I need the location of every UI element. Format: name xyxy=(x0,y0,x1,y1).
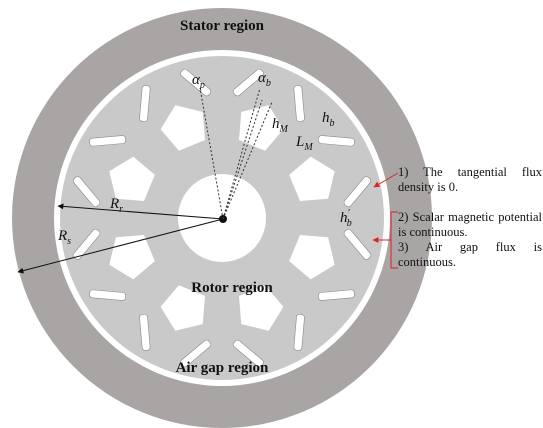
rotor-hole xyxy=(239,105,284,151)
symbol-part: p xyxy=(199,80,205,91)
magnet-slot xyxy=(232,68,264,97)
rotor-holes xyxy=(72,68,372,368)
rotor-hole xyxy=(289,156,335,201)
magnet-slot xyxy=(293,85,305,122)
rotor-hole xyxy=(160,105,205,151)
magnet-slot xyxy=(139,85,151,122)
symbol: Rr xyxy=(109,196,123,215)
magnet-slot xyxy=(318,289,355,301)
magnet-slot xyxy=(343,176,372,208)
symbol-part: R xyxy=(109,196,119,212)
condition: 1) The tangential flux density is 0. xyxy=(398,165,542,194)
symbol: αp xyxy=(192,72,205,91)
magnet-slot xyxy=(89,135,126,147)
symbol-part: b xyxy=(266,78,271,89)
symbol: LM xyxy=(295,134,313,153)
magnet-slot xyxy=(139,314,151,351)
symbol-part: L xyxy=(295,134,304,150)
condition: 2) Scalar magnetic potential is continuo… xyxy=(398,210,542,239)
magnet-slot xyxy=(72,228,101,260)
condition: 3) Air gap flux is continuous. xyxy=(398,240,542,269)
magnet-slot xyxy=(232,339,264,368)
symbol-part: h xyxy=(272,116,280,132)
stator-label: Stator region xyxy=(180,18,265,34)
magnet-slot xyxy=(343,228,372,260)
magnet-slot xyxy=(318,135,355,147)
rotor-label: Rotor region xyxy=(191,280,273,296)
symbol: hb xyxy=(322,110,335,129)
symbol-part: h xyxy=(322,110,330,126)
symbol-part: R xyxy=(57,228,67,244)
symbol-part: α xyxy=(258,70,267,86)
rs-arrow xyxy=(17,218,224,274)
symbol-part: h xyxy=(340,210,348,226)
symbol-part: α xyxy=(192,72,201,88)
symbol-part: b xyxy=(347,218,352,229)
rotor-hole xyxy=(289,235,335,280)
symbol-part: ′ xyxy=(348,208,351,219)
magnet-slot xyxy=(180,339,212,368)
cond1-arrow xyxy=(373,172,399,188)
symbol: Rs xyxy=(57,228,71,247)
air-gap-label: Air gap region xyxy=(176,360,269,376)
symbol-part: M xyxy=(279,124,289,135)
magnet-slot xyxy=(72,176,101,208)
rotor-hole xyxy=(239,285,284,331)
rotor-hole xyxy=(109,235,155,280)
rr-arrow xyxy=(57,203,224,220)
magnet-slot xyxy=(89,289,126,301)
symbol: αb xyxy=(258,70,271,89)
angle-lines xyxy=(199,87,273,220)
symbol: h′ b xyxy=(340,208,352,229)
symbol-part: r xyxy=(119,204,123,215)
rotor-hole xyxy=(109,156,155,201)
magnet-slot xyxy=(293,314,305,351)
symbol-part: M xyxy=(303,142,313,153)
magnet-slot xyxy=(180,68,212,97)
rotor-hole xyxy=(160,285,205,331)
symbol-part: b xyxy=(330,118,335,129)
symbol-part: s xyxy=(67,236,71,247)
symbol: hM xyxy=(272,116,289,135)
